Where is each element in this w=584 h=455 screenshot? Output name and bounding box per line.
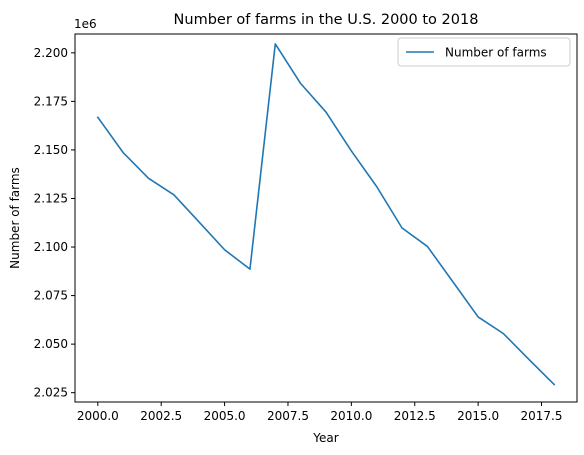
- x-tick-label: 2002.5: [140, 409, 182, 423]
- y-tick-label: 2.075: [34, 289, 68, 303]
- x-tick-label: 2010.0: [330, 409, 372, 423]
- x-axis-label: Year: [312, 431, 338, 445]
- x-tick-label: 2005.0: [204, 409, 246, 423]
- y-tick-label: 2.150: [34, 143, 68, 157]
- x-tick-label: 2012.5: [394, 409, 436, 423]
- y-axis: 2.025 2.050 2.075 2.100 2.125 2.150 2.175 2.200: [34, 46, 75, 400]
- legend-label-number-of-farms: Number of farms: [445, 46, 547, 60]
- series-line-0: [96, 43, 556, 386]
- chart-title: Number of farms in the U.S. 2000 to 2018: [174, 12, 479, 28]
- y-tick-label: 2.175: [34, 94, 68, 108]
- x-axis: 2000.0 2002.5 2005.0 2007.5 2010.0 2012.5 2015…: [77, 402, 563, 423]
- y-tick-label: 2.025: [34, 386, 68, 400]
- y-axis-offset-label: 1e6: [74, 17, 97, 31]
- y-tick-label: 2.200: [34, 46, 68, 60]
- legend-box: [397, 37, 571, 67]
- legend: Number of farms: [397, 37, 571, 67]
- x-tick-label: 2007.5: [267, 409, 309, 423]
- y-tick-label: 2.100: [34, 240, 68, 254]
- x-tick-label: 2017.5: [521, 409, 563, 423]
- x-tick-label: 2000.0: [77, 409, 119, 423]
- x-tick-label: 2015.0: [457, 409, 499, 423]
- plot-area-frame: [74, 33, 578, 403]
- y-tick-label: 2.050: [34, 337, 68, 351]
- y-tick-label: 2.125: [34, 191, 68, 205]
- series-layer: [96, 43, 556, 386]
- y-axis-label: Number of farms: [8, 167, 22, 269]
